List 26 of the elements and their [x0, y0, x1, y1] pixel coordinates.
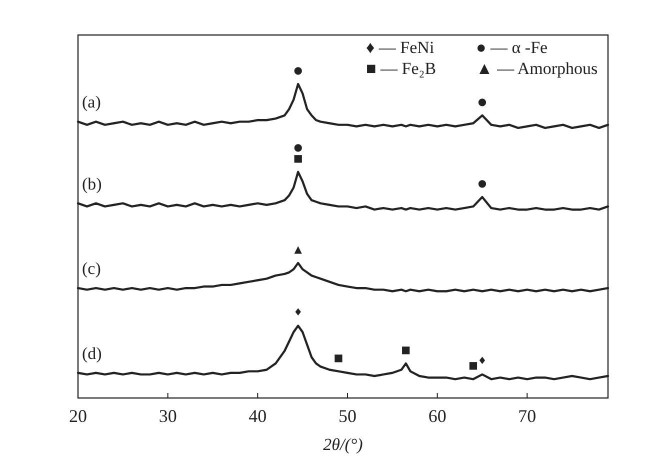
series-label: (d): [82, 344, 102, 363]
x-tick-label: 70: [518, 406, 536, 426]
series-label: (a): [82, 92, 101, 112]
series-label: (b): [82, 174, 102, 194]
annotation: ●: [294, 142, 303, 154]
text: ● — α -Fe: [476, 38, 548, 57]
annotation: ▲: [294, 244, 302, 256]
text: ▲ — Amorphous: [476, 59, 598, 78]
annotation: ♦: [294, 307, 303, 318]
annotation: ♦: [478, 356, 487, 367]
x-tick-label: 30: [158, 406, 177, 426]
annotation: ●: [478, 178, 487, 190]
text: ■ — Fe₂B: [366, 59, 436, 78]
series-label: (c): [82, 259, 101, 278]
annotation: ●: [294, 66, 303, 76]
annotation: ■: [468, 360, 478, 372]
x-tick-label: 50: [338, 406, 356, 426]
x-axis-title: 2θ/(°): [323, 435, 364, 454]
annotation: ■: [334, 352, 344, 364]
annotation: ■: [401, 344, 411, 356]
annotation: ●: [478, 96, 487, 108]
x-tick-label: 20: [69, 406, 87, 426]
x-tick-label: 40: [248, 406, 267, 426]
annotation: ■: [293, 153, 303, 164]
x-tick-label: 60: [428, 406, 446, 426]
text: ♦ — FeNi: [366, 38, 434, 57]
